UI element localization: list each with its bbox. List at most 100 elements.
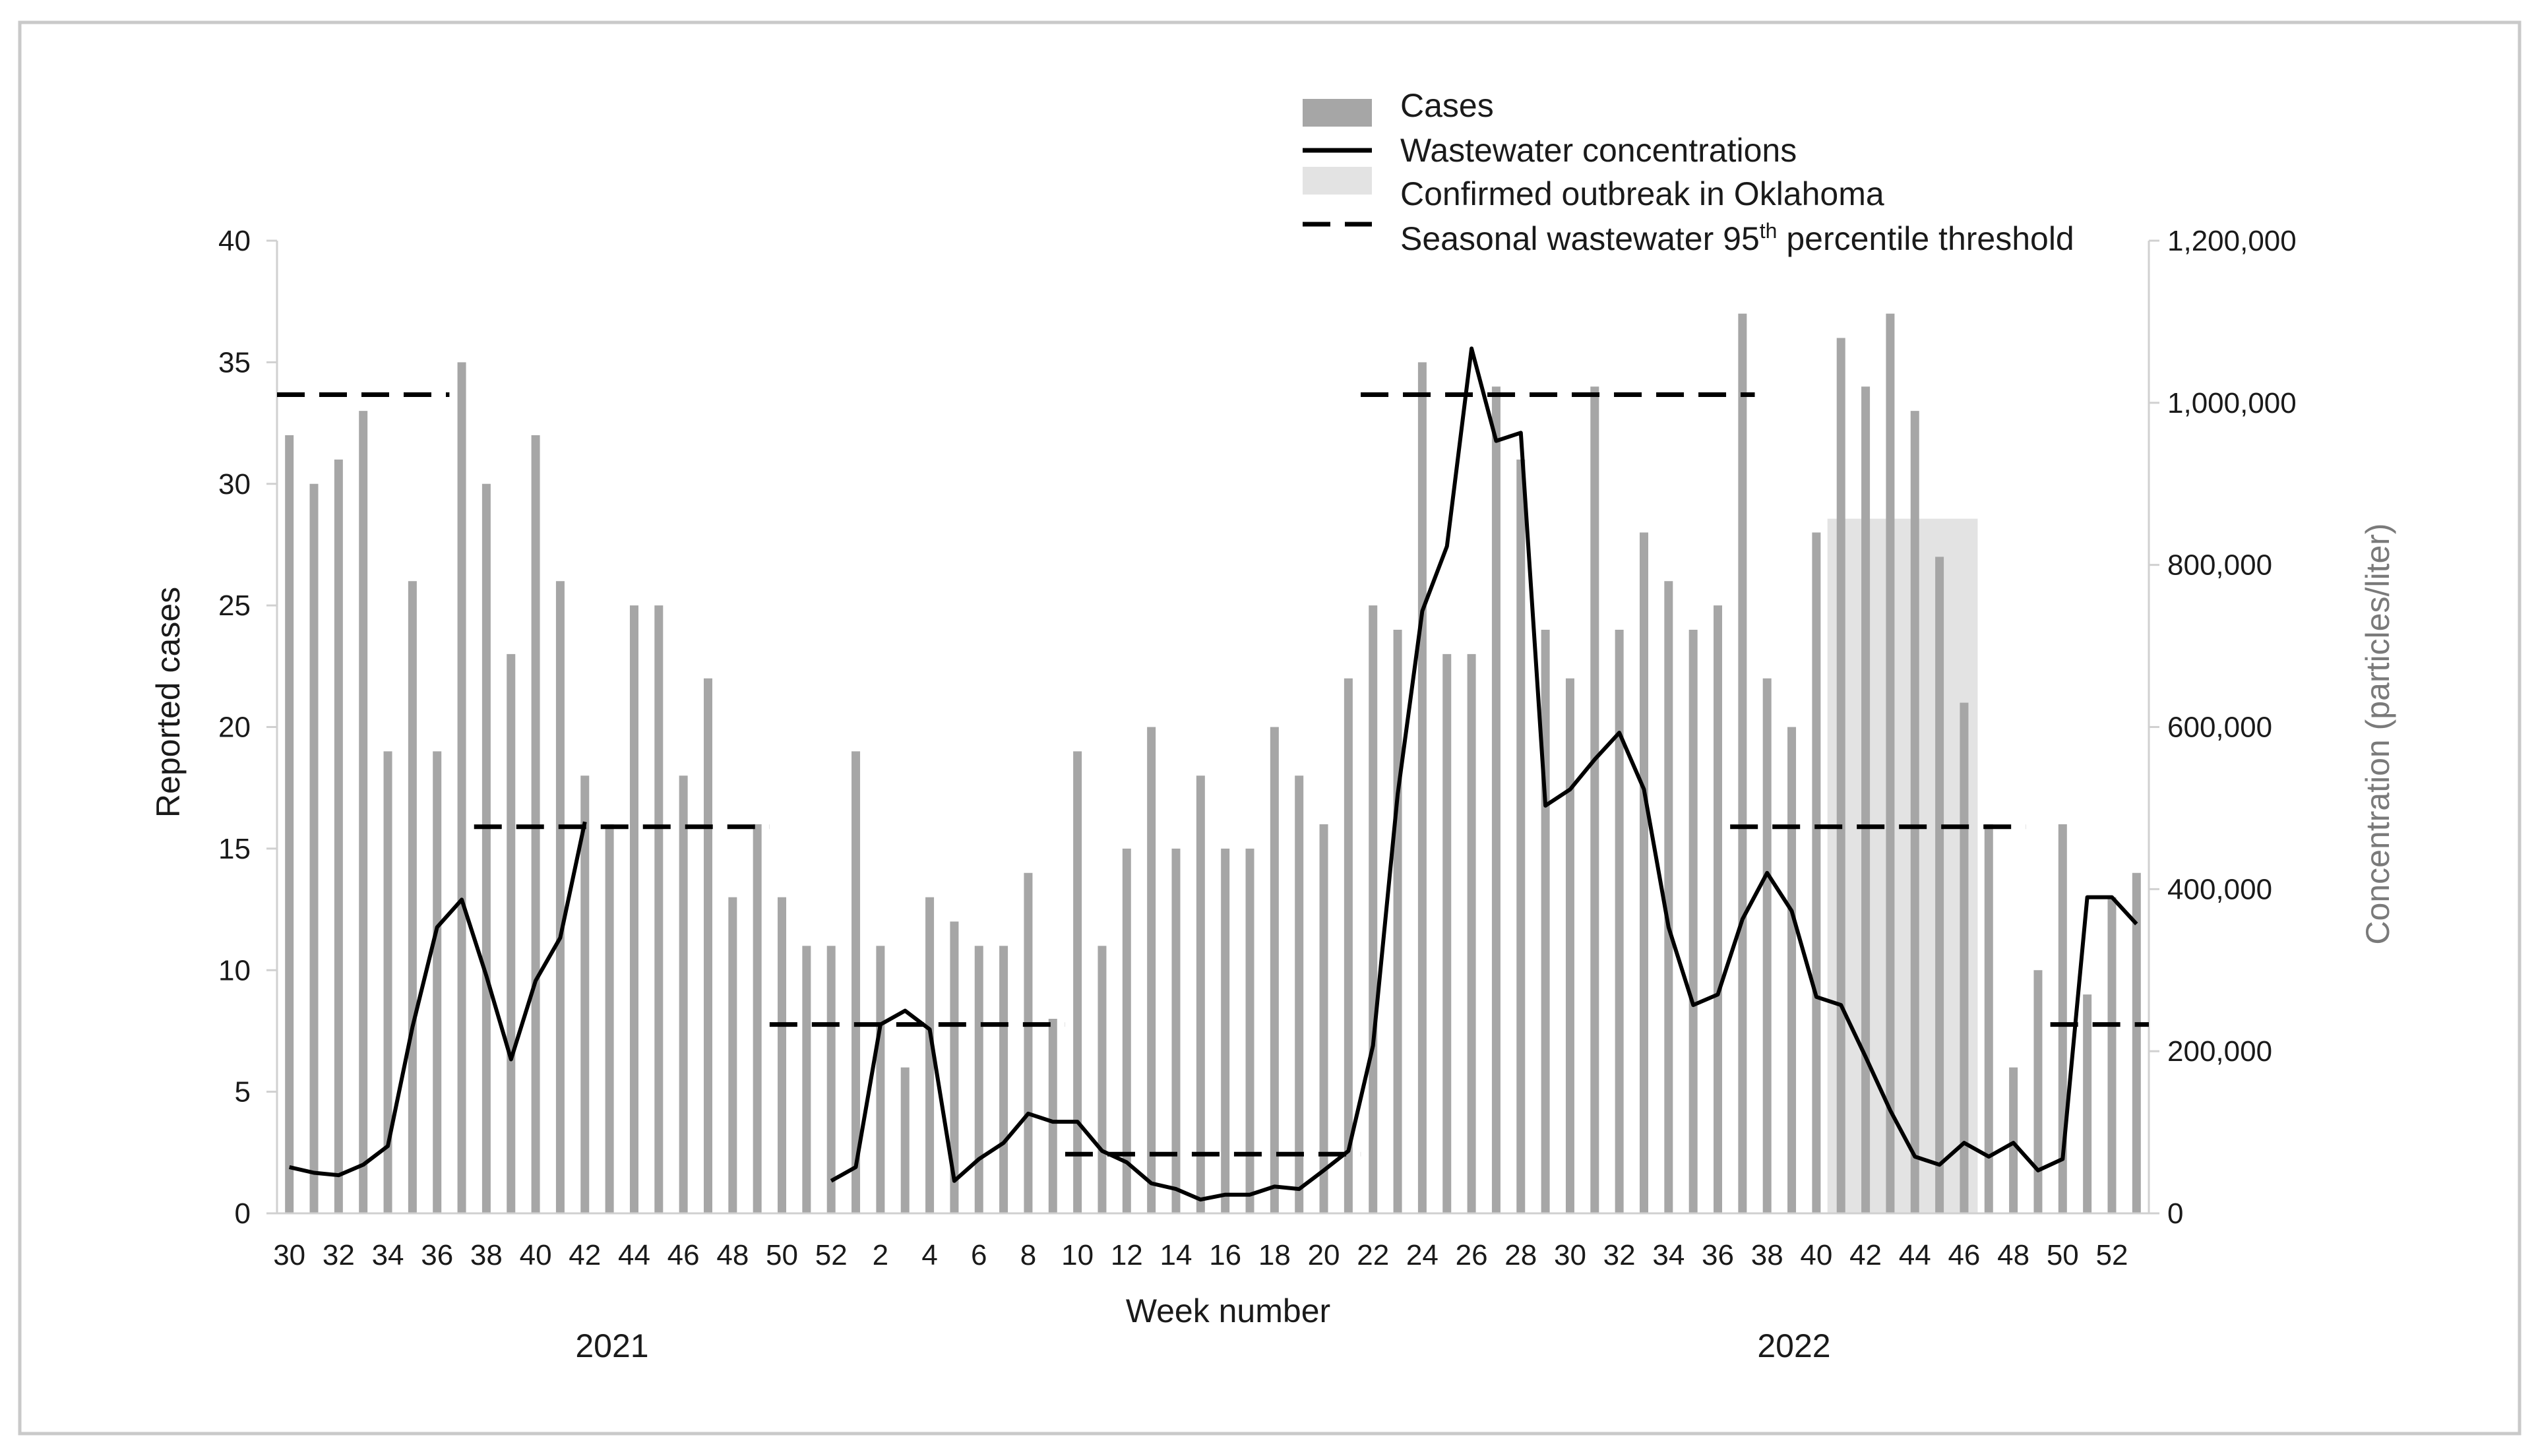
case-bar-week-30-2022 xyxy=(1565,678,1574,1213)
case-bar-week-23-2022 xyxy=(1393,630,1402,1213)
case-bar-week-52-2021 xyxy=(826,946,836,1213)
x-tick-label: 2 xyxy=(873,1239,888,1271)
case-bar-week-30-2021 xyxy=(285,435,294,1213)
x-tick-label: 42 xyxy=(569,1239,601,1271)
x-tick-label: 10 xyxy=(1061,1239,1094,1271)
x-tick-label: 44 xyxy=(1899,1239,1931,1271)
case-bar-week-32-2021 xyxy=(334,459,343,1213)
case-bar-week-13-2022 xyxy=(1147,727,1156,1213)
case-bar-week-33-2022 xyxy=(1639,532,1648,1213)
x-tick-label: 52 xyxy=(2096,1239,2128,1271)
x-tick-label: 52 xyxy=(815,1239,848,1271)
case-bar-week-8-2022 xyxy=(1024,872,1033,1213)
case-bar-week-18-2022 xyxy=(1270,727,1279,1213)
x-tick-label: 8 xyxy=(1020,1239,1036,1271)
case-bar-week-40-2021 xyxy=(531,435,540,1213)
wastewater-line-layer xyxy=(289,346,2138,1202)
case-bar-week-42-2022 xyxy=(1861,386,1871,1213)
left-y-tick-label: 5 xyxy=(235,1076,251,1108)
x-tick-labels: 30 32 34 36 38 40 42 44 46 48 50 52 2 4 6 8 10 12 14 16 18 20… xyxy=(273,1239,2128,1271)
x-tick-label: 26 xyxy=(1456,1239,1488,1271)
right-y-tick-label: 200,000 xyxy=(2167,1035,2272,1068)
case-bar-week-24-2022 xyxy=(1417,362,1427,1213)
outbreak-region xyxy=(1827,518,1978,1213)
legend-outbreak-swatch xyxy=(1303,167,1372,195)
right-y-tick-label: 0 xyxy=(2167,1198,2183,1230)
left-y-tick-label: 40 xyxy=(218,225,251,257)
case-bar-week-20-2022 xyxy=(1319,824,1328,1213)
y-axis-title: Reported cases xyxy=(150,587,187,818)
axes xyxy=(266,239,2159,1215)
case-bar-week-21-2022 xyxy=(1344,678,1353,1213)
case-bar-week-34-2022 xyxy=(1664,581,1673,1213)
outbreak-region-layer xyxy=(1827,518,1978,1213)
figure-border xyxy=(18,20,2522,1436)
x-tick-label: 34 xyxy=(1652,1239,1685,1271)
case-bar-week-33-2021 xyxy=(359,411,368,1213)
x-tick-label: 4 xyxy=(921,1239,937,1271)
right-y-tick-label: 1,000,000 xyxy=(2167,387,2297,419)
case-bar-week-10-2022 xyxy=(1073,751,1082,1213)
case-bar-week-48-2021 xyxy=(728,897,737,1213)
case-bar-week-53-2022 xyxy=(2132,872,2141,1213)
case-bar-week-31-2022 xyxy=(1590,386,1599,1213)
case-bar-week-40-2022 xyxy=(1812,532,1821,1213)
wastewater-line-segment-1 xyxy=(289,821,587,1178)
x-tick-label: 36 xyxy=(1702,1239,1734,1271)
case-bar-week-25-2022 xyxy=(1442,653,1452,1213)
legend-threshold-prefix: Seasonal wastewater 95 xyxy=(1400,220,1760,257)
legend-threshold-label: Seasonal wastewater 95th percentile thre… xyxy=(1400,219,2074,257)
case-bar-week-36-2022 xyxy=(1714,605,1723,1213)
x-tick-label: 44 xyxy=(618,1239,650,1271)
x-tick-label: 36 xyxy=(421,1239,453,1271)
case-bar-week-35-2022 xyxy=(1688,630,1698,1213)
legend-cases-swatch xyxy=(1303,99,1372,127)
case-bar-week-6-2022 xyxy=(974,946,983,1213)
x-tick-label: 18 xyxy=(1258,1239,1291,1271)
x-tick-label: 30 xyxy=(1554,1239,1586,1271)
case-bar-week-39-2021 xyxy=(507,653,516,1213)
case-bar-week-43-2021 xyxy=(605,824,614,1213)
case-bar-week-49-2021 xyxy=(753,824,762,1213)
threshold-lines xyxy=(277,392,2149,1157)
right-y-tick-label: 1,200,000 xyxy=(2167,225,2297,257)
case-bar-week-2-2022 xyxy=(876,946,885,1213)
left-y-tick-label: 20 xyxy=(218,712,251,744)
case-bar-week-49-2022 xyxy=(2033,970,2043,1213)
case-bar-week-42-2021 xyxy=(580,775,590,1213)
x-axis-title: Week number xyxy=(1126,1292,1330,1329)
case-bar-week-19-2022 xyxy=(1295,775,1304,1213)
case-bar-week-47-2022 xyxy=(1984,824,1993,1213)
case-bar-week-17-2022 xyxy=(1245,848,1254,1213)
case-bar-week-5-2022 xyxy=(950,921,959,1213)
x-tick-label: 48 xyxy=(1997,1239,2029,1271)
case-bar-week-34-2021 xyxy=(383,751,392,1213)
x-tick-label: 50 xyxy=(766,1239,798,1271)
legend-threshold-suffix: percentile threshold xyxy=(1777,220,2074,257)
left-y-tick-label: 10 xyxy=(218,954,251,986)
case-bar-week-37-2021 xyxy=(457,362,466,1213)
case-bar-week-36-2021 xyxy=(433,751,442,1213)
x-tick-label: 42 xyxy=(1849,1239,1882,1271)
right-y-tick-labels: 0 200,000 400,000 600,000 800,000 1,000,000 1,… xyxy=(2167,225,2297,1230)
x-tick-label: 32 xyxy=(1603,1239,1636,1271)
x-tick-label: 30 xyxy=(273,1239,305,1271)
case-bar-week-41-2021 xyxy=(555,581,565,1213)
case-bar-week-1-2022 xyxy=(851,751,861,1213)
x-tick-label: 46 xyxy=(1948,1239,1980,1271)
case-bar-week-7-2022 xyxy=(999,946,1008,1213)
case-bar-week-3-2022 xyxy=(900,1067,910,1213)
right-y-tick-label: 800,000 xyxy=(2167,549,2272,582)
case-bar-week-44-2021 xyxy=(629,605,638,1213)
case-bar-week-46-2021 xyxy=(679,775,688,1213)
case-bar-week-11-2022 xyxy=(1098,946,1107,1213)
left-y-tick-label: 15 xyxy=(218,833,251,865)
case-bar-week-41-2022 xyxy=(1836,338,1845,1213)
x-tick-label: 40 xyxy=(1800,1239,1832,1271)
left-y-tick-label: 25 xyxy=(218,590,251,622)
case-bar-week-15-2022 xyxy=(1196,775,1205,1213)
case-bar-week-39-2022 xyxy=(1787,727,1797,1213)
x-tick-label: 22 xyxy=(1357,1239,1389,1271)
x-tick-label: 50 xyxy=(2047,1239,2079,1271)
